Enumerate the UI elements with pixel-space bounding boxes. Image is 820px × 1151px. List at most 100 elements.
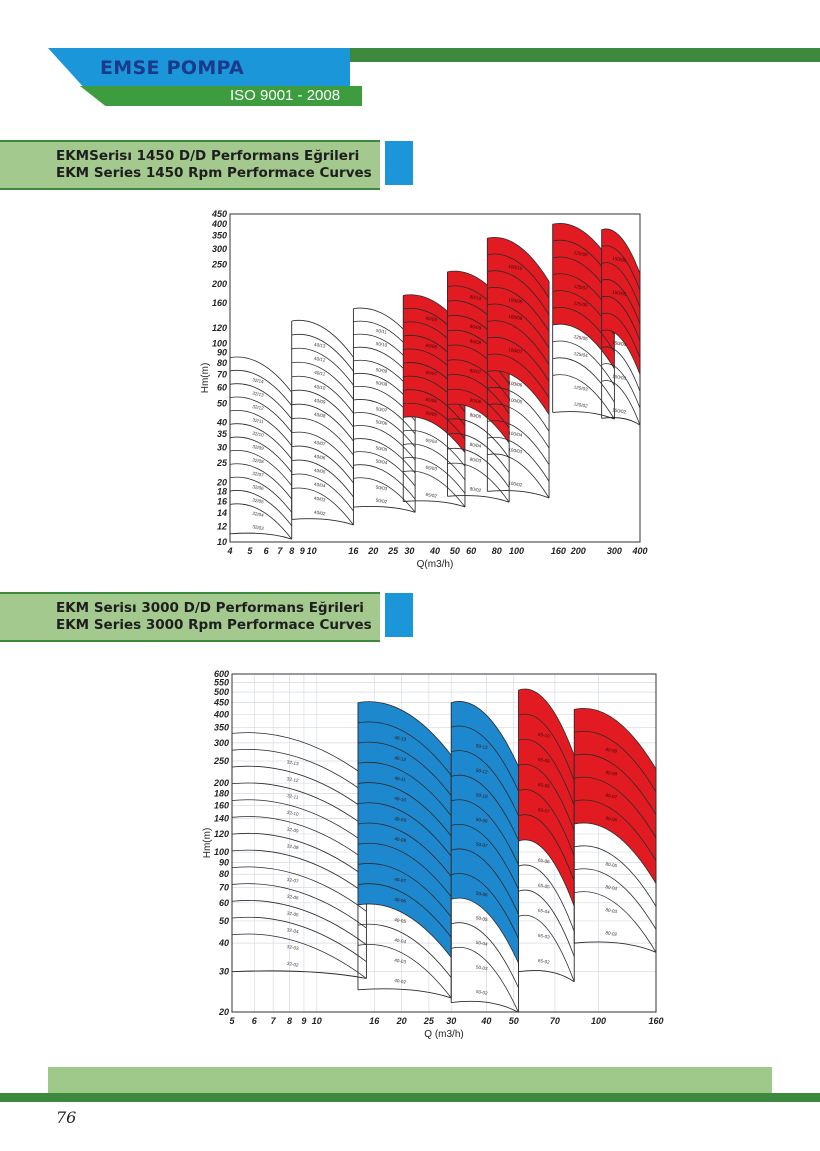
x-tick-label: 160 <box>551 546 566 556</box>
y-tick-label: 10 <box>217 537 227 547</box>
x-tick-label: 100 <box>591 1016 606 1026</box>
y-tick-label: 25 <box>216 458 228 468</box>
y-tick-label: 30 <box>219 967 229 977</box>
curve-label: 65/03 <box>425 465 438 472</box>
x-tick-label: 160 <box>648 1016 663 1026</box>
family-0-curve-12 <box>231 933 367 979</box>
family-0-curve-0 <box>229 356 293 393</box>
y-tick-label: 60 <box>217 383 227 393</box>
curve-label: 32-03 <box>287 944 300 951</box>
curve-label: 65/07 <box>425 370 438 377</box>
logo-banner <box>48 48 350 88</box>
x-tick-label: 7 <box>271 1016 277 1026</box>
family-3-curve-0 <box>518 688 575 756</box>
curve-label: 32/07 <box>252 471 265 478</box>
family-4-curve-2 <box>574 753 657 816</box>
family-1-curve-3 <box>291 361 354 400</box>
family-6-curve-5 <box>552 307 615 353</box>
family-5-highlight <box>487 237 550 415</box>
family-1-curve-10 <box>291 459 354 498</box>
family-4-curve-13 <box>447 462 510 503</box>
family-1-curve-10 <box>357 903 452 958</box>
x-tick-label: 4 <box>226 546 232 556</box>
x-tick-label: 30 <box>446 1016 456 1026</box>
family-1-curve-12 <box>357 944 452 999</box>
family-3-curve-8 <box>403 402 466 440</box>
x-tick-label: 40 <box>480 1016 491 1026</box>
curve-label: 40-05 <box>394 917 407 924</box>
family-1-curve-4 <box>291 375 354 414</box>
family-3-curve-7 <box>403 389 466 426</box>
curve-label: 50-03 <box>476 964 489 971</box>
x-tick-label: 70 <box>550 1016 560 1026</box>
curve-label: 50/03 <box>375 485 388 492</box>
family-0-curve-5 <box>229 423 293 460</box>
curve-label: 150/04 <box>612 340 627 347</box>
curve-label: 40/06 <box>314 454 327 461</box>
family-3-curve-11 <box>403 443 466 481</box>
curve-label: 80-02 <box>605 930 618 937</box>
curve-label: 32/05 <box>252 497 265 504</box>
family-5-curve-9 <box>487 386 550 432</box>
curve-label: 50-05 <box>476 915 489 922</box>
y-tick-label: 450 <box>213 698 229 708</box>
family-7-curve-1 <box>601 245 641 291</box>
family-5-curve-7 <box>487 353 550 399</box>
x-tick-label: 9 <box>300 546 305 556</box>
curve-label: 32/12 <box>252 404 265 411</box>
family-1-bottom-edge <box>357 988 452 999</box>
family-7-highlight <box>601 228 640 375</box>
family-4-bottom-edge <box>447 495 510 503</box>
family-2-bottom-edge <box>451 1000 519 1013</box>
x-tick-label: 80 <box>492 546 502 556</box>
curve-label: 65/06 <box>425 397 438 404</box>
family-0-curve-2 <box>231 765 367 811</box>
section-1-band <box>0 140 380 190</box>
family-4-highlight <box>574 708 656 884</box>
family-0-curve-4 <box>231 799 367 845</box>
curve-label: 80-09 <box>605 747 618 754</box>
curve-label: 50-13 <box>476 743 489 750</box>
curve-label: 80-05 <box>605 861 618 868</box>
y-tick-label: 20 <box>216 477 227 487</box>
curve-label: 40-12 <box>394 755 407 762</box>
curve-label: 65-05 <box>538 883 551 890</box>
footer-line <box>0 1093 820 1102</box>
x-tick-label: 200 <box>570 546 586 556</box>
family-7-bottom-edge <box>601 417 641 426</box>
curve-label: 65/05 <box>425 410 438 417</box>
curve-label: 40-03 <box>394 958 407 965</box>
curve-label: 32/09 <box>252 444 265 451</box>
family-0-curve-5 <box>231 816 367 862</box>
curve-label: 50/02 <box>375 498 388 505</box>
y-tick-label: 14 <box>217 508 227 518</box>
curve-label: 50/05 <box>375 445 388 452</box>
curve-label: 65/02 <box>425 492 438 499</box>
family-7-curve-3 <box>601 279 641 325</box>
family-1-curve-1 <box>357 721 452 776</box>
family-1-curve-7 <box>357 842 452 898</box>
curve-label: 50-04 <box>476 940 489 947</box>
y-tick-label: 100 <box>214 847 229 857</box>
curve-label: 65-06 <box>538 857 551 864</box>
family-5-curve-10 <box>487 403 550 449</box>
footer-band <box>48 1067 772 1093</box>
curve-label: 40/04 <box>314 482 327 489</box>
y-tick-label: 80 <box>217 358 227 368</box>
curve-label: 32-09 <box>287 827 300 834</box>
family-2-curve-13 <box>353 477 416 513</box>
curve-label: 40-07 <box>394 877 407 884</box>
family-3-curve-12 <box>403 457 466 494</box>
family-1-curve-1 <box>291 333 354 372</box>
y-tick-label: 12 <box>217 521 227 531</box>
family-4-curve-6 <box>447 359 510 400</box>
family-5-curve-6 <box>487 336 550 382</box>
curve-label: 65-04 <box>538 908 551 915</box>
curve-label: 125/04 <box>573 351 588 358</box>
family-6-curve-7 <box>552 340 615 386</box>
curve-label: 50/07 <box>375 406 388 413</box>
family-5-curve-11 <box>487 420 550 465</box>
y-tick-label: 350 <box>214 723 229 733</box>
family-2-curve-8 <box>451 897 519 964</box>
family-7-curve-9 <box>601 380 641 426</box>
